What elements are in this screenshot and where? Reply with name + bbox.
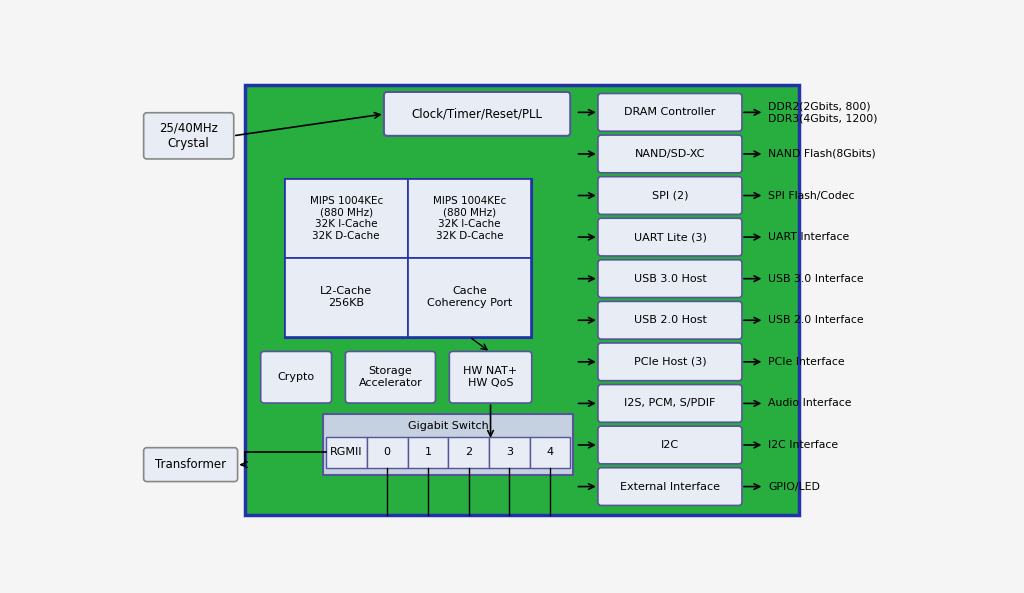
Text: PCIe Interface: PCIe Interface <box>768 357 845 367</box>
Text: Transformer: Transformer <box>155 458 226 471</box>
Text: I2S, PCM, S/PDIF: I2S, PCM, S/PDIF <box>625 398 716 409</box>
Text: Crypto: Crypto <box>278 372 314 382</box>
Text: PCIe Host (3): PCIe Host (3) <box>634 357 707 367</box>
FancyBboxPatch shape <box>598 468 742 505</box>
Bar <box>449 437 488 468</box>
Text: 2: 2 <box>465 447 472 457</box>
Text: Cache
Coherency Port: Cache Coherency Port <box>427 286 512 308</box>
FancyBboxPatch shape <box>450 352 531 403</box>
FancyBboxPatch shape <box>598 177 742 215</box>
Text: MIPS 1004KEc
(880 MHz)
32K I-Cache
32K D-Cache: MIPS 1004KEc (880 MHz) 32K I-Cache 32K D… <box>433 196 506 241</box>
Text: L2-Cache
256KB: L2-Cache 256KB <box>321 286 372 308</box>
FancyBboxPatch shape <box>598 384 742 422</box>
Bar <box>408 437 449 468</box>
FancyBboxPatch shape <box>598 135 742 173</box>
Text: 1: 1 <box>424 447 431 457</box>
Text: DDR2(2Gbits, 800)
DDR3(4Gbits, 1200): DDR2(2Gbits, 800) DDR3(4Gbits, 1200) <box>768 101 878 123</box>
Text: NAND/SD-XC: NAND/SD-XC <box>635 149 706 159</box>
Text: 0: 0 <box>384 447 391 457</box>
Text: Storage
Accelerator: Storage Accelerator <box>358 366 422 388</box>
Text: Gigabit Switch: Gigabit Switch <box>408 421 488 431</box>
Text: USB 2.0 Host: USB 2.0 Host <box>634 315 707 325</box>
Text: USB 3.0 Host: USB 3.0 Host <box>634 274 707 283</box>
Text: 25/40MHz
Crystal: 25/40MHz Crystal <box>160 122 218 150</box>
Text: GPIO/LED: GPIO/LED <box>768 482 820 492</box>
FancyBboxPatch shape <box>598 260 742 298</box>
Bar <box>367 437 408 468</box>
Bar <box>488 437 529 468</box>
FancyBboxPatch shape <box>598 94 742 131</box>
Text: I2C Interface: I2C Interface <box>768 440 839 450</box>
FancyBboxPatch shape <box>598 301 742 339</box>
Text: RGMII: RGMII <box>330 447 362 457</box>
FancyBboxPatch shape <box>598 343 742 381</box>
Bar <box>529 437 570 468</box>
Text: 3: 3 <box>506 447 513 457</box>
FancyBboxPatch shape <box>598 218 742 256</box>
Bar <box>323 414 573 476</box>
Bar <box>285 179 531 337</box>
Text: DRAM Controller: DRAM Controller <box>625 107 716 117</box>
Bar <box>408 257 531 337</box>
Text: USB 2.0 Interface: USB 2.0 Interface <box>768 315 864 325</box>
Text: HW NAT+
HW QoS: HW NAT+ HW QoS <box>464 366 517 388</box>
Bar <box>245 85 799 515</box>
Text: Audio Interface: Audio Interface <box>768 398 852 409</box>
Text: I2C: I2C <box>660 440 679 450</box>
FancyBboxPatch shape <box>384 92 570 136</box>
Text: SPI Flash/Codec: SPI Flash/Codec <box>768 190 855 200</box>
FancyBboxPatch shape <box>598 426 742 464</box>
FancyBboxPatch shape <box>143 448 238 482</box>
Text: UART Interface: UART Interface <box>768 232 849 242</box>
FancyBboxPatch shape <box>261 352 332 403</box>
FancyBboxPatch shape <box>345 352 435 403</box>
Text: MIPS 1004KEc
(880 MHz)
32K I-Cache
32K D-Cache: MIPS 1004KEc (880 MHz) 32K I-Cache 32K D… <box>309 196 383 241</box>
Text: 4: 4 <box>547 447 553 457</box>
FancyBboxPatch shape <box>143 113 233 159</box>
Text: NAND Flash(8Gbits): NAND Flash(8Gbits) <box>768 149 876 159</box>
Bar <box>285 257 408 337</box>
Text: Clock/Timer/Reset/PLL: Clock/Timer/Reset/PLL <box>412 107 543 120</box>
Bar <box>285 179 408 257</box>
Text: External Interface: External Interface <box>620 482 720 492</box>
Text: USB 3.0 Interface: USB 3.0 Interface <box>768 274 864 283</box>
Text: UART Lite (3): UART Lite (3) <box>634 232 707 242</box>
Bar <box>408 179 531 257</box>
Bar <box>326 437 367 468</box>
Text: SPI (2): SPI (2) <box>651 190 688 200</box>
